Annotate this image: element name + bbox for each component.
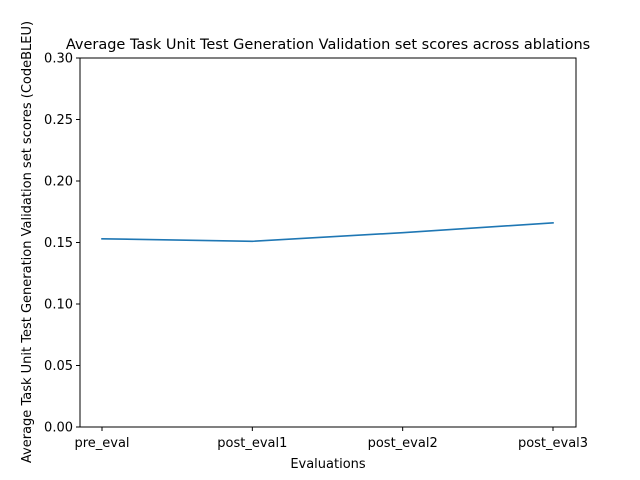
y-tick-label: 0.05: [44, 359, 73, 374]
series-line: [101, 221, 554, 243]
x-tick-label: post_eval1: [217, 436, 287, 451]
x-tick-label: post_eval2: [368, 436, 438, 451]
plot-frame: [79, 57, 577, 428]
y-tick-label: 0.15: [44, 236, 73, 251]
y-tick-label: 0.20: [44, 175, 73, 190]
chart-title: Average Task Unit Test Generation Valida…: [66, 37, 590, 53]
y-tick-label: 0.30: [44, 52, 73, 67]
y-tick-label: 0.00: [44, 421, 73, 436]
y-axis-label: Average Task Unit Test Generation Valida…: [20, 21, 35, 463]
y-tick-label: 0.10: [44, 298, 73, 313]
x-tick-label: pre_eval: [74, 436, 129, 451]
y-axis: 0.00 0.05 0.10 0.15 0.20 0.25 0.30: [44, 52, 80, 436]
x-tick-label: post_eval3: [518, 436, 588, 451]
x-axis: pre_eval post_eval1 post_eval2 post_eval3: [74, 427, 588, 451]
y-tick-label: 0.25: [44, 113, 73, 128]
series-layer: [101, 221, 554, 243]
x-axis-label: Evaluations: [290, 457, 366, 472]
